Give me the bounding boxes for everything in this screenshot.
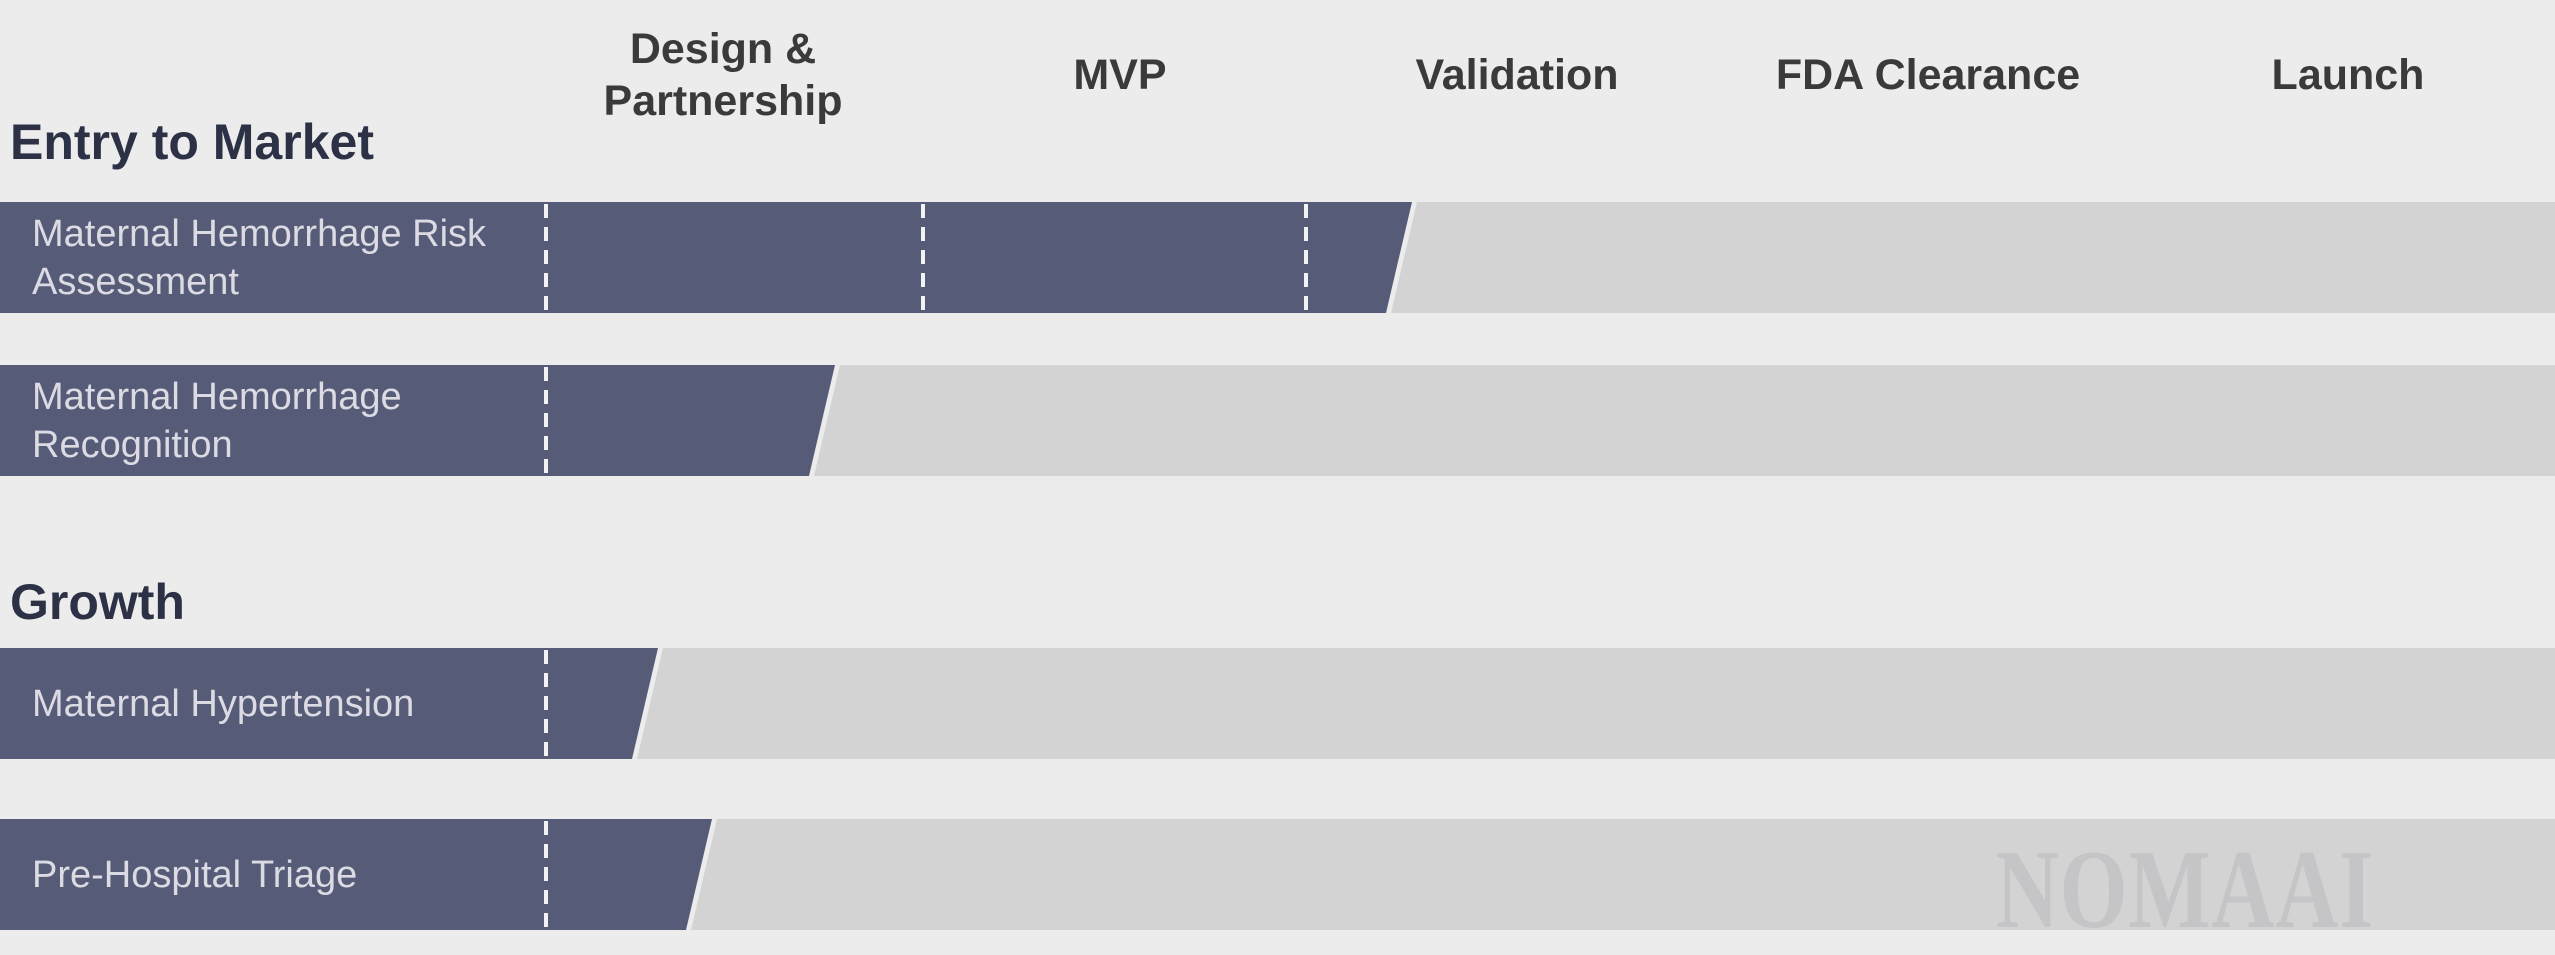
section-title-growth: Growth [10, 574, 185, 630]
phase-header-design-partnership: Design & Partnership [603, 25, 843, 125]
bar-label: Maternal Hypertension [32, 680, 414, 728]
bar-filled: Pre-Hospital Triage [0, 819, 712, 930]
phase-dash [544, 204, 548, 311]
roadmap-row: Maternal Hypertension [0, 648, 2555, 759]
bar-label-line: Assessment [32, 260, 239, 303]
phase-dash [921, 204, 925, 311]
phase-header-launch: Launch [2271, 51, 2425, 99]
bar-label-line: Pre-Hospital Triage [32, 853, 358, 896]
phase-dash [1304, 204, 1308, 311]
bar-track [814, 365, 2555, 476]
bar-filled: Maternal Hemorrhage Recognition [0, 365, 835, 476]
bar-label-line: Maternal Hemorrhage Risk [32, 212, 487, 255]
phase-header-mvp: MVP [1073, 51, 1167, 99]
bar-label: Maternal Hemorrhage Risk Assessment [32, 210, 486, 306]
phase-header-fda-clearance: FDA Clearance [1775, 51, 2081, 99]
bar-label-line: Recognition [32, 423, 233, 466]
phase-header-validation: Validation [1415, 51, 1619, 99]
phase-dash [544, 367, 548, 474]
bar-label: Pre-Hospital Triage [32, 851, 357, 899]
roadmap-row: Maternal Hemorrhage Recognition [0, 365, 2555, 476]
phase-dash [544, 821, 548, 928]
section-title-entry-to-market: Entry to Market [10, 114, 374, 170]
bar-track [691, 819, 2555, 930]
bar-filled: Maternal Hemorrhage Risk Assessment [0, 202, 1412, 313]
bar-filled: Maternal Hypertension [0, 648, 658, 759]
phase-header-row: Design & Partnership MVP Validation FDA … [0, 0, 2555, 150]
phase-dash [544, 650, 548, 757]
bar-label: Maternal Hemorrhage Recognition [32, 373, 402, 469]
bar-track [1391, 202, 2555, 313]
roadmap-row: Maternal Hemorrhage Risk Assessment [0, 202, 2555, 313]
watermark: NOMAAI [1995, 828, 2374, 952]
roadmap-row: Pre-Hospital Triage [0, 819, 2555, 930]
bar-label-line: Maternal Hemorrhage [32, 375, 402, 418]
bar-track [637, 648, 2555, 759]
bar-label-line: Maternal Hypertension [32, 682, 415, 725]
